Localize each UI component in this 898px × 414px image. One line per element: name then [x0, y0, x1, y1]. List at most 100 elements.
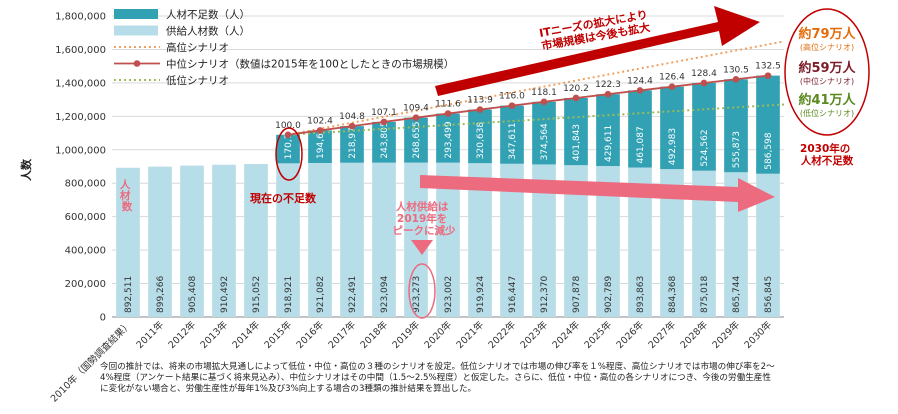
mid-scenario-marker — [700, 79, 708, 87]
supply-bar — [564, 165, 588, 317]
x-tick-label: 2014年 — [230, 318, 263, 351]
shortage-2030-circle — [784, 8, 870, 136]
supply-bar — [180, 165, 204, 317]
shortage-value-label: 170,700 — [284, 122, 294, 159]
supply-peak-annotation: 人材供給は 2019年を ピークに減少 — [393, 200, 456, 237]
index-label: 102.4 — [307, 116, 333, 126]
shortage-bar — [756, 75, 780, 174]
shortage-value-label: 429,611 — [604, 125, 614, 162]
mid-scenario-marker — [668, 83, 676, 90]
y-tick-label: 0 — [100, 313, 106, 324]
index-label: 128.4 — [691, 69, 717, 79]
footnote-line: 今回の推計では、将来の市場拡大見通しによって低位・中位・高位の３種のシナリオを設… — [100, 362, 775, 372]
supply-bar — [660, 169, 684, 317]
x-tick-label: 2027年 — [646, 318, 679, 351]
x-tick-label: 2024年 — [550, 318, 583, 351]
supply-value-label: 902,789 — [604, 276, 614, 313]
supply-value-label: 921,082 — [316, 276, 326, 313]
supply-value-label: 923,002 — [444, 276, 454, 313]
shortage-value-label: 347,611 — [508, 123, 518, 160]
y-tick-label: 1,400,000 — [55, 78, 106, 89]
supply-bar — [628, 167, 652, 317]
supply-bar — [340, 162, 364, 317]
index-label: 109.4 — [403, 104, 429, 114]
supply-value-label: 856,845 — [764, 276, 774, 313]
legend-marker — [133, 60, 141, 67]
legend: 人材不足数（人） 供給人材数（人） 高位シナリオ中位シナリオ（数値は2015年を10… — [114, 8, 454, 87]
index-label: 116.0 — [499, 92, 525, 102]
shortage-value-label: 492,983 — [668, 128, 678, 165]
x-tick-label: 2026年 — [614, 318, 647, 351]
index-label: 107.1 — [371, 108, 397, 118]
y-axis-label: 人数 — [19, 158, 33, 181]
supply-decline-arrow-icon — [420, 175, 775, 212]
supply-value-label: 865,744 — [732, 276, 742, 313]
shortage-bar — [436, 113, 460, 163]
x-tick-label: 2016年 — [294, 318, 327, 351]
y-tick-label: 1,600,000 — [55, 45, 106, 56]
x-tick-label: 2012年 — [166, 318, 199, 351]
index-label: 132.5 — [755, 62, 781, 72]
shortage-value-label: 401,843 — [572, 124, 582, 161]
supply-vertical-label: 人 材 数 — [119, 178, 134, 213]
y-tick-label: 400,000 — [65, 246, 106, 257]
y-axis: 0 200,000 400,000 600,000 800,000 1,000,000 1,… — [55, 12, 106, 324]
shortage-value-label: 555,873 — [732, 131, 742, 168]
x-tick-label: 2019年 — [390, 318, 423, 351]
shortage-value-label: 374,564 — [540, 123, 550, 160]
index-label: 113.9 — [467, 96, 493, 106]
mid-scenario-marker — [412, 114, 420, 121]
legend-swatch — [114, 9, 158, 19]
shortage-value-label: 194,608 — [316, 121, 326, 158]
mid-scenario-value: 約59万人 — [798, 60, 856, 76]
supply-bar — [756, 173, 780, 317]
x-tick-label: 2030年 — [742, 318, 775, 351]
supply-bar — [436, 162, 460, 317]
supply-bar — [276, 163, 300, 317]
index-label: 111.6 — [435, 100, 461, 110]
legend-swatch — [114, 25, 158, 36]
index-label: 118.1 — [531, 88, 557, 98]
supply-bar — [596, 166, 620, 317]
supply-value-label: 912,370 — [540, 276, 550, 313]
supply-bar — [692, 170, 716, 317]
supply-value-label: 922,491 — [348, 276, 358, 313]
legend-label: 人材不足数（人） — [166, 8, 250, 21]
supply-value-label: 918,921 — [284, 276, 294, 313]
mid-scenario-marker — [444, 110, 452, 117]
mid-scenario-marker — [348, 122, 356, 130]
y-tick-label: 600,000 — [65, 212, 106, 223]
footnote-line: 4%程度（アンケート結果に基づく将来見込み）、中位シナリオはその中間（1.5～2… — [100, 373, 771, 383]
y-tick-label: 200,000 — [65, 279, 106, 290]
supply-value-label: 919,924 — [476, 276, 486, 313]
legend-label: 低位シナリオ — [166, 74, 229, 87]
legend-label: 中位シナリオ（数値は2015年を100としたときの市場規模） — [166, 57, 454, 70]
x-tick-label: 2015年 — [262, 318, 295, 351]
shortage-2030-label: 2030年の 人材不足数 — [800, 142, 854, 167]
supply-value-label: 875,018 — [700, 276, 710, 313]
x-tick-label: 2029年 — [710, 318, 743, 351]
shortage-value-label: 293,499 — [444, 121, 454, 158]
peak-circle — [408, 263, 436, 319]
shortage-bar — [276, 134, 300, 164]
scenario-lines: 100.0 102.4 104.8 107.1 109.4 111.6 113.9 116.0… — [275, 40, 785, 139]
x-tick-label: 2018年 — [358, 318, 391, 351]
supply-value-label: 923,094 — [380, 276, 390, 313]
index-label: 124.4 — [627, 76, 653, 86]
supply-value-label: 899,266 — [156, 276, 166, 313]
shortage-bar — [404, 117, 428, 163]
x-tick-label: 2020年 — [422, 318, 455, 351]
supply-bar — [148, 166, 172, 317]
supply-bar — [468, 163, 492, 317]
supply-value-label: 905,408 — [188, 276, 198, 313]
high-scenario-value: 約79万人 — [798, 26, 856, 42]
shortage-value-label: 524,562 — [700, 129, 710, 166]
bars: 892,511 899,266 905,408 910,492 915,052 918,9… — [116, 75, 780, 317]
shortage-value-label: 586,598 — [764, 132, 774, 169]
peak-arrow-icon — [411, 240, 433, 255]
supply-bar — [212, 164, 236, 317]
supply-bar — [244, 163, 268, 317]
supply-value-label: 892,511 — [124, 276, 134, 313]
shortage-bar — [628, 90, 652, 168]
